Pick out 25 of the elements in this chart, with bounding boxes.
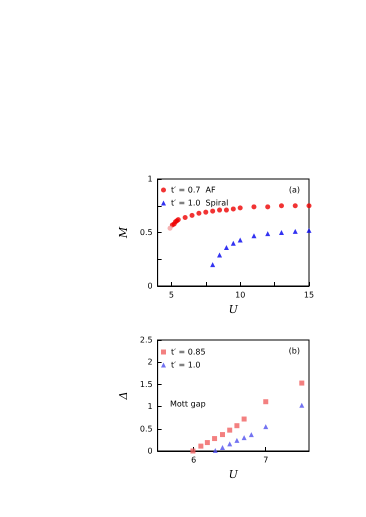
- legend-label: t′ = 0.7 AF: [171, 186, 216, 194]
- y-tick-label: 1.5: [140, 380, 153, 389]
- x-tick-label: 6: [191, 456, 196, 464]
- y-tick-label: 0: [148, 446, 153, 456]
- x-tick-label: 15: [304, 290, 314, 300]
- annotation: (a): [288, 186, 300, 194]
- x-axis-title: U: [228, 303, 239, 316]
- legend-label: t′ = 1.0 Spiral: [171, 198, 228, 208]
- y-tick-label: 1: [148, 174, 153, 184]
- y-axis-title: M: [117, 226, 130, 240]
- annotation: (b): [288, 346, 300, 356]
- x-tick-label: 10: [235, 290, 246, 300]
- y-tick-label: 0.5: [140, 228, 153, 237]
- y-tick-label: 1: [148, 402, 153, 412]
- x-tick-label: 5: [168, 290, 174, 300]
- legend-label: t′ = 0.85: [171, 348, 206, 356]
- y-axis-title: Δ: [117, 392, 130, 400]
- annotation: Mott gap: [170, 400, 206, 408]
- y-tick-label: 2: [148, 358, 153, 367]
- legend-label: t′ = 1.0: [171, 360, 200, 370]
- x-tick-label: 7: [263, 456, 268, 464]
- y-tick-label: 0.5: [140, 424, 153, 434]
- x-axis-title: U: [228, 468, 239, 481]
- y-tick-label: 0: [148, 282, 153, 290]
- y-tick-label: 2.5: [140, 336, 153, 344]
